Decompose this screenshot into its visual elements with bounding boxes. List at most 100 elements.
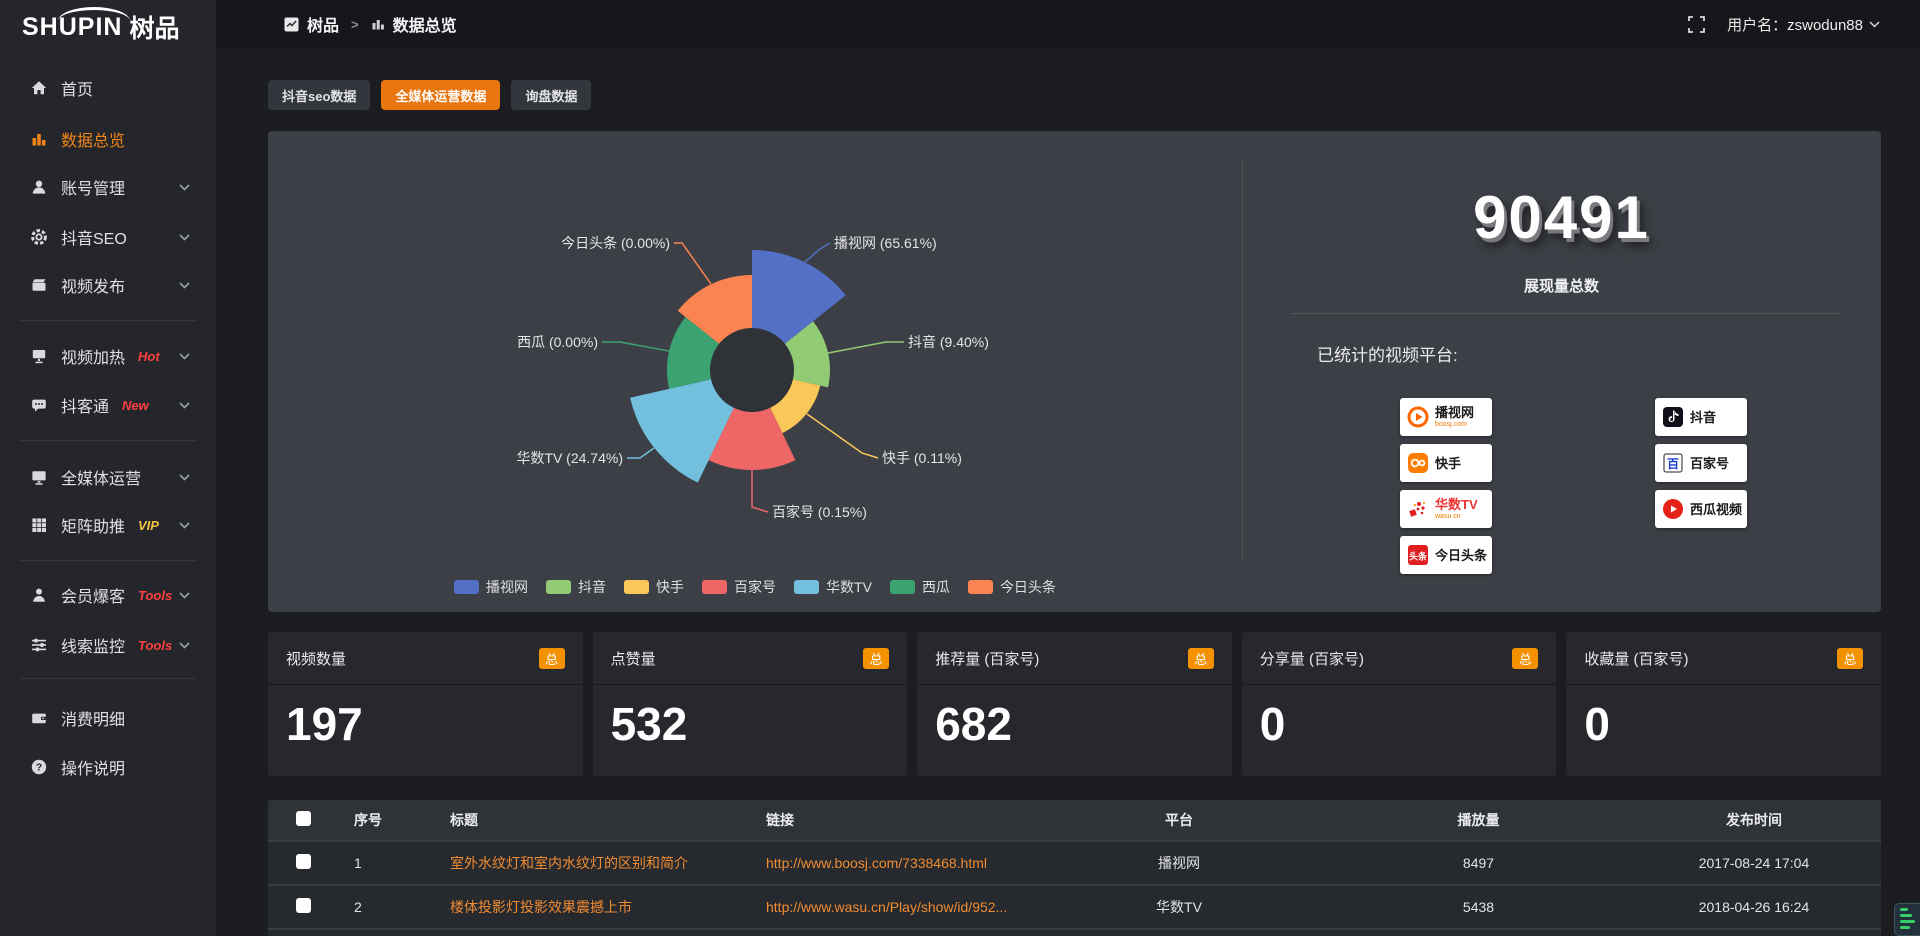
row-checkbox[interactable] xyxy=(295,854,311,869)
pie-callout-label: 今日头条 (0.00%) xyxy=(561,235,670,251)
sidebar-item-matrix-boost[interactable]: 矩阵助推 VIP xyxy=(0,508,216,542)
stat-card-shares: 分享量 (百家号) 总 0 xyxy=(1241,632,1557,776)
legend-label: 百家号 xyxy=(734,579,777,595)
gear-icon xyxy=(31,229,47,245)
chevron-down-icon xyxy=(179,183,190,191)
sidebar-item-help[interactable]: ? 操作说明 xyxy=(0,750,216,784)
tab-omnimedia-data[interactable]: 全媒体运营数据 xyxy=(381,80,501,110)
sidebar-item-label: 消费明细 xyxy=(61,712,126,729)
sidebar-item-consumption-detail[interactable]: 消费明细 xyxy=(0,701,216,735)
kuaishou-icon xyxy=(1406,451,1430,475)
bar-chart-icon xyxy=(372,20,384,30)
legend-swatch xyxy=(546,580,572,594)
video-url-link[interactable]: http://www.boosj.com/7338468.html xyxy=(766,855,988,871)
total-badge[interactable]: 总 xyxy=(1512,647,1539,669)
wasu-icon xyxy=(1406,497,1430,521)
monitor-icon xyxy=(32,471,46,485)
screen-icon xyxy=(32,350,46,364)
stat-card-favorites: 收藏量 (百家号) 总 0 xyxy=(1566,632,1881,776)
legend-item[interactable]: 抖音 xyxy=(546,577,606,597)
breadcrumb-current[interactable]: 数据总览 xyxy=(392,18,457,35)
row-checkbox[interactable] xyxy=(295,898,311,913)
stat-card-label: 推荐量 (百家号) xyxy=(935,650,1040,668)
total-badge[interactable]: 总 xyxy=(538,647,565,669)
sidebar-item-douyin-seo[interactable]: 抖音SEO xyxy=(0,220,216,254)
video-title-link[interactable]: 楼体投影灯投影效果震撼上市 xyxy=(450,899,632,915)
stat-card-label: 点赞量 xyxy=(610,650,656,668)
sidebar-item-omnimedia[interactable]: 全媒体运营 xyxy=(0,460,216,494)
sidebar-item-account-management[interactable]: 账号管理 xyxy=(0,170,216,204)
breadcrumb: 树品 > 数据总览 xyxy=(284,12,457,36)
cell-index: 2 xyxy=(354,899,362,915)
sidebar-item-data-overview[interactable]: 数据总览 xyxy=(0,122,216,156)
app-logo[interactable]: SHUPIN 树品 xyxy=(22,7,180,46)
cell-index: 1 xyxy=(354,855,362,871)
total-badge[interactable]: 总 xyxy=(1837,647,1863,669)
sidebar-item-home[interactable]: 首页 xyxy=(0,71,216,105)
stat-card-label: 收藏量 (百家号) xyxy=(1584,650,1689,668)
select-all-checkbox[interactable] xyxy=(295,811,311,826)
douyin-icon xyxy=(1661,405,1685,429)
pie-inner-hole xyxy=(710,328,794,412)
impressions-total-label: 展现量总数 xyxy=(1523,278,1599,295)
sidebar-item-label: 首页 xyxy=(61,82,94,99)
pie-slice-3[interactable] xyxy=(708,370,796,471)
question-circle-icon: ? xyxy=(31,759,47,775)
video-url-link[interactable]: http://www.wasu.cn/Play/show/id/952... xyxy=(766,899,1008,915)
pie-callout-label: 快手 (0.11%) xyxy=(882,450,962,466)
xigua-icon xyxy=(1661,497,1685,521)
fullscreen-icon[interactable] xyxy=(1688,15,1706,33)
sidebar-item-lead-monitor[interactable]: 线索监控 Tools xyxy=(0,628,216,662)
cell-published: 2018-04-26 16:24 xyxy=(1698,899,1810,915)
impressions-total: 90491 xyxy=(1473,184,1650,251)
logo-text-cn: 树品 xyxy=(129,15,180,43)
svg-text:头条: 头条 xyxy=(1409,551,1428,562)
floating-widget[interactable] xyxy=(1894,903,1920,936)
chevron-down-icon xyxy=(179,473,190,481)
label-leader-line xyxy=(804,242,831,263)
sidebar-item-doketong[interactable]: 抖客通 New xyxy=(0,388,216,422)
home-icon xyxy=(31,81,47,95)
legend-item[interactable]: 西瓜 xyxy=(889,577,950,597)
label-leader-line xyxy=(751,470,769,513)
col-header-title: 标题 xyxy=(450,812,478,828)
user-icon xyxy=(32,180,46,194)
legend-item[interactable]: 播视网 xyxy=(454,577,528,597)
grid-icon xyxy=(32,518,46,532)
data-tabs: 抖音seo数据 全媒体运营数据 询盘数据 xyxy=(268,80,592,110)
legend-item[interactable]: 华数TV xyxy=(794,577,872,597)
tab-inquiry-data[interactable]: 询盘数据 xyxy=(511,80,592,110)
legend-swatch xyxy=(889,580,915,594)
breadcrumb-root[interactable]: 树品 xyxy=(307,18,340,35)
sidebar-item-label: 全媒体运营 xyxy=(61,471,142,488)
tools-badge: Tools xyxy=(138,587,173,603)
legend-item[interactable]: 快手 xyxy=(624,577,684,597)
sidebar-item-member-tools[interactable]: 会员爆客 Tools xyxy=(0,578,216,612)
panel-vertical-divider xyxy=(1242,161,1243,561)
sidebar-item-video-heating[interactable]: 视频加热 Hot xyxy=(0,339,216,373)
platform-badge-boosj: 播视网 boosj.com xyxy=(1400,398,1492,436)
platform-badge-baijiahao: 百 百家号 xyxy=(1655,444,1747,482)
tools-badge: Tools xyxy=(138,637,173,653)
legend-item[interactable]: 今日头条 xyxy=(967,577,1056,597)
chevron-down-icon xyxy=(179,352,190,360)
user-menu[interactable]: 用户名：zswodun88 xyxy=(1727,14,1880,35)
table-row-partial xyxy=(268,928,1881,936)
chevron-down-icon xyxy=(179,521,190,529)
logo-arc-decoration xyxy=(58,7,130,21)
sidebar-item-video-publish[interactable]: 视频发布 xyxy=(0,268,216,302)
stat-cards-row: 视频数量 总 197 点赞量 总 532 推荐量 (百家号) 总 682 分享量 (百… xyxy=(268,632,1881,776)
platform-badge-douyin: 抖音 xyxy=(1655,398,1747,436)
video-title-link[interactable]: 室外水纹灯和室内水纹灯的区别和简介 xyxy=(450,855,688,871)
tab-douyin-seo-data[interactable]: 抖音seo数据 xyxy=(268,80,371,110)
new-badge: New xyxy=(122,397,149,413)
total-badge[interactable]: 总 xyxy=(1187,647,1214,669)
pie-callout-label: 抖音 (9.40%) xyxy=(908,334,989,350)
legend-label: 西瓜 xyxy=(921,579,950,595)
person-icon xyxy=(33,588,45,602)
total-badge[interactable]: 总 xyxy=(863,647,890,669)
legend-item[interactable]: 百家号 xyxy=(702,577,776,597)
sidebar-item-label: 数据总览 xyxy=(61,133,126,150)
rose-pie-chart[interactable]: 播视网 (65.61%) 抖音 (9.40%) 快手 (0.11%) 百家号 (0.1… xyxy=(268,131,1242,612)
chevron-down-icon xyxy=(179,233,190,241)
